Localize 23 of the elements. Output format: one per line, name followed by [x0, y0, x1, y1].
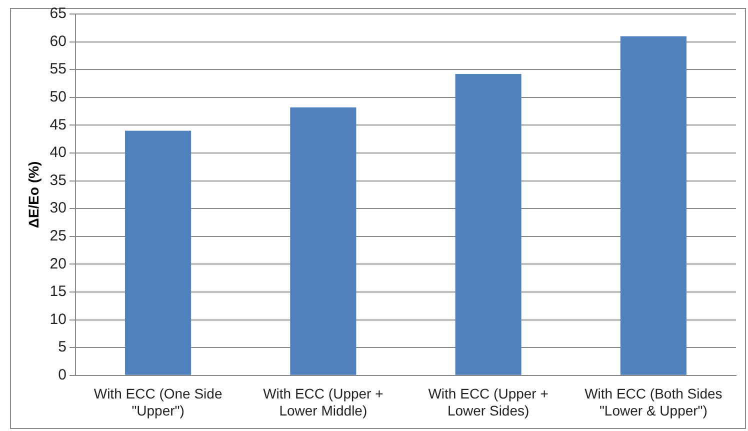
- x-tick-label: With ECC (Upper + Lower Middle): [263, 386, 384, 418]
- y-tick-label: 45: [50, 116, 66, 134]
- x-tick-label: With ECC (One Side "Upper"): [94, 386, 222, 418]
- y-tick-label: 10: [50, 310, 66, 328]
- y-tick-label: 30: [50, 200, 66, 217]
- bar: [455, 74, 522, 375]
- y-tick-label: 20: [50, 255, 66, 272]
- y-tick-label: 0: [58, 366, 66, 384]
- y-tick-label: 60: [50, 32, 66, 50]
- y-tick-label: 50: [50, 88, 66, 106]
- bar: [290, 107, 356, 375]
- y-axis-title: ΔE/Eo (%): [25, 161, 42, 228]
- x-tick-label: With ECC (Upper + Lower Sides): [428, 386, 548, 418]
- y-tick-label: 40: [50, 144, 66, 162]
- y-tick-label: 15: [50, 283, 66, 300]
- y-tick-label: 35: [50, 172, 66, 189]
- y-tick-label: 55: [50, 60, 66, 78]
- bar: [620, 36, 686, 375]
- bar: [125, 130, 192, 375]
- y-tick-label: 5: [58, 338, 66, 356]
- y-tick-label: 65: [50, 5, 66, 22]
- y-tick-label: 25: [50, 228, 66, 245]
- x-tick-label: With ECC (Both Sides "Lower & Upper"): [584, 386, 722, 418]
